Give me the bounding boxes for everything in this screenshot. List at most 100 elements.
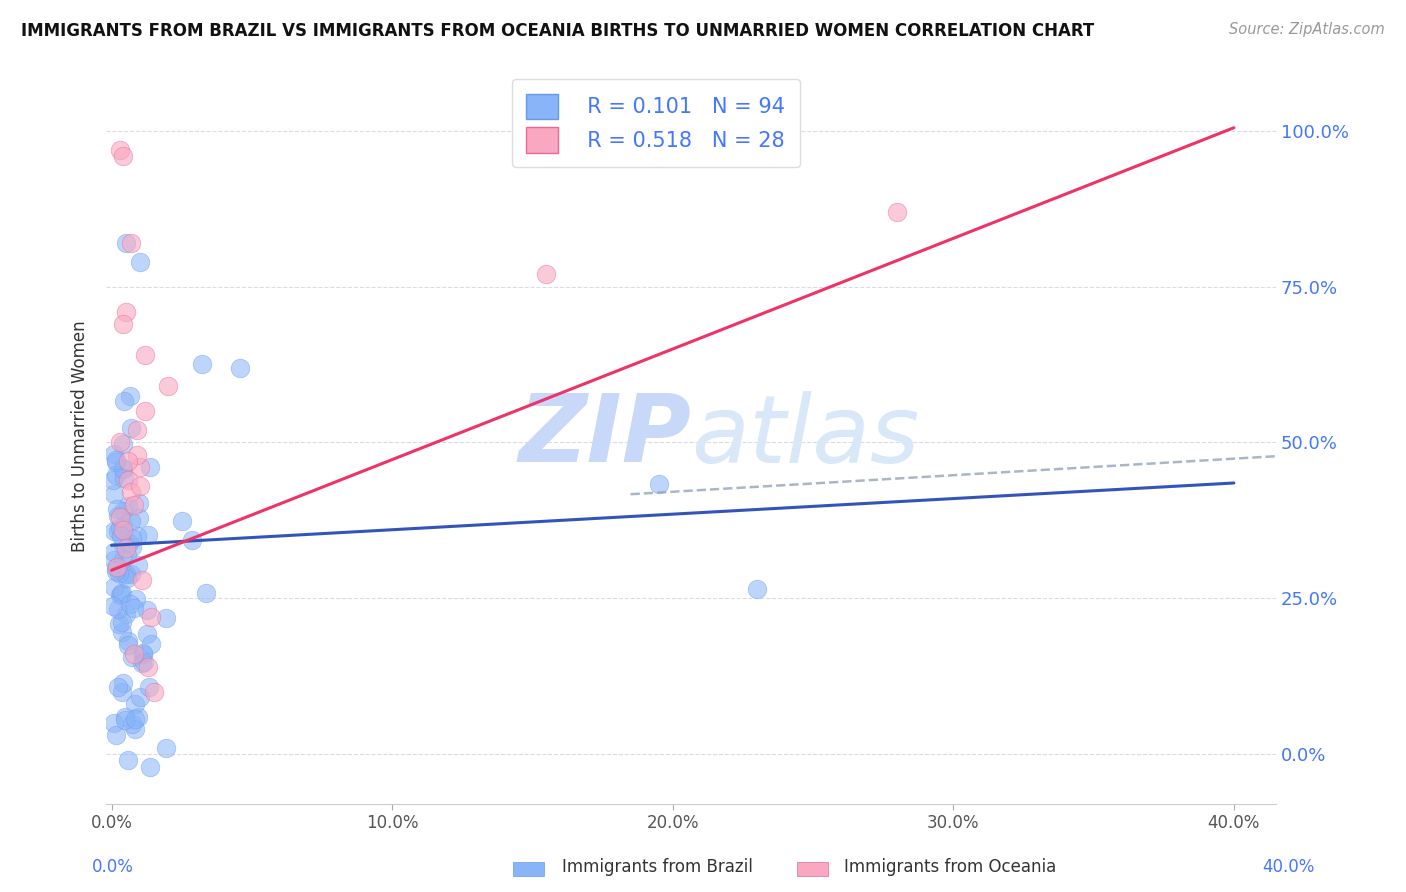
Point — [131, 657, 153, 671]
Point — [103, 524, 125, 538]
Point — [120, 235, 142, 250]
Point — [125, 529, 148, 543]
Point — [117, 633, 139, 648]
Point — [105, 453, 128, 467]
Point — [121, 717, 143, 731]
Point — [138, 681, 160, 695]
Point — [117, 499, 139, 513]
Point — [121, 649, 143, 664]
Point — [142, 685, 165, 699]
Point — [136, 660, 159, 674]
Text: Source: ZipAtlas.com: Source: ZipAtlas.com — [1229, 22, 1385, 37]
Point — [103, 487, 125, 501]
Text: 0.0%: 0.0% — [91, 858, 134, 876]
Point — [105, 467, 128, 482]
Point — [128, 254, 150, 268]
Point — [103, 580, 125, 594]
Point — [115, 607, 138, 621]
Point — [107, 680, 129, 694]
Point — [122, 648, 145, 662]
Point — [127, 558, 149, 572]
Point — [110, 529, 132, 543]
Point — [125, 423, 148, 437]
Point — [139, 610, 162, 624]
Point — [115, 567, 138, 582]
Point — [128, 690, 150, 705]
Point — [108, 617, 131, 632]
Point — [112, 471, 135, 485]
Point — [135, 626, 157, 640]
Point — [114, 304, 136, 318]
Point — [125, 591, 148, 606]
Point — [115, 548, 138, 562]
Point — [112, 566, 135, 580]
Point — [104, 564, 127, 578]
Point — [111, 615, 134, 629]
Point — [120, 421, 142, 435]
Point — [745, 582, 768, 596]
Point — [127, 710, 149, 724]
Text: Immigrants from Brazil: Immigrants from Brazil — [562, 858, 754, 876]
Point — [103, 553, 125, 567]
Point — [128, 460, 150, 475]
Point — [111, 462, 134, 476]
Text: 40.0%: 40.0% — [1263, 858, 1315, 876]
Point — [122, 601, 145, 615]
Point — [110, 587, 132, 601]
Point — [103, 544, 125, 558]
Point — [194, 586, 217, 600]
Point — [111, 685, 134, 699]
Point — [120, 485, 142, 500]
Point — [103, 447, 125, 461]
Point — [155, 740, 177, 755]
Point — [111, 149, 134, 163]
Point — [107, 509, 129, 524]
Point — [107, 566, 129, 581]
Point — [101, 473, 124, 487]
Point — [131, 646, 153, 660]
Point — [120, 566, 142, 581]
Point — [112, 461, 135, 475]
Point — [104, 728, 127, 742]
Point — [139, 759, 162, 773]
Point — [114, 541, 136, 556]
Text: ZIP: ZIP — [517, 391, 690, 483]
Point — [134, 348, 156, 362]
Point — [190, 357, 212, 371]
Point — [134, 404, 156, 418]
Point — [114, 714, 136, 728]
Point — [117, 473, 139, 487]
Point — [105, 502, 128, 516]
Point — [108, 521, 131, 535]
Point — [132, 647, 155, 661]
Point — [125, 448, 148, 462]
Point — [124, 712, 146, 726]
Text: Immigrants from Oceania: Immigrants from Oceania — [844, 858, 1056, 876]
Point — [647, 476, 669, 491]
Point — [128, 495, 150, 509]
Point — [117, 638, 139, 652]
Point — [108, 143, 131, 157]
Point — [122, 498, 145, 512]
Point — [112, 504, 135, 518]
Point — [115, 571, 138, 585]
Point — [104, 561, 127, 575]
Legend:   R = 0.101   N = 94,   R = 0.518   N = 28: R = 0.101 N = 94, R = 0.518 N = 28 — [512, 78, 800, 168]
Point — [103, 715, 125, 730]
Point — [156, 379, 179, 393]
Point — [101, 599, 124, 614]
Point — [124, 698, 146, 712]
Point — [111, 676, 134, 690]
Point — [112, 394, 135, 409]
Point — [111, 523, 134, 537]
Point — [121, 540, 143, 554]
Point — [141, 636, 163, 650]
Point — [124, 722, 146, 736]
Y-axis label: Births to Unmarried Women: Births to Unmarried Women — [72, 320, 89, 552]
Point — [120, 514, 142, 528]
Point — [117, 454, 139, 468]
Point — [131, 573, 153, 587]
Point — [114, 235, 136, 250]
Point — [128, 511, 150, 525]
Point — [136, 527, 159, 541]
